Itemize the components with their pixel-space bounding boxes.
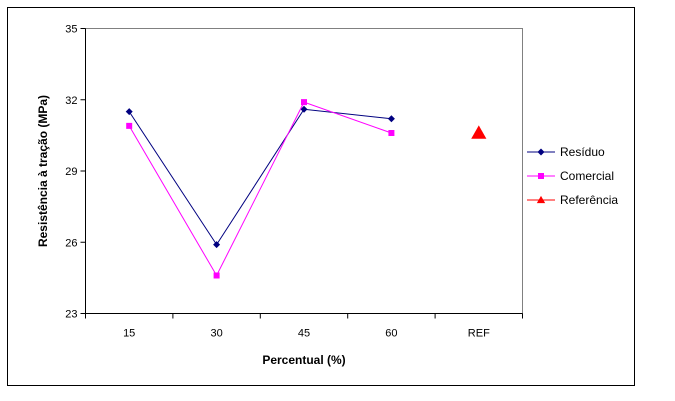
y-axis-title: Resistência à tração (MPa) <box>36 95 50 247</box>
data-point-comercial <box>388 130 395 136</box>
series-residuo <box>125 105 395 249</box>
legend-marker <box>536 195 546 204</box>
x-tick-label: 60 <box>385 328 397 340</box>
series-comercial <box>126 99 395 279</box>
data-point-residuo <box>213 241 221 249</box>
data-point-comercial <box>126 122 133 129</box>
y-tick-label: 32 <box>65 95 77 107</box>
y-tick-label: 23 <box>65 309 77 321</box>
x-tick-label: 45 <box>298 328 310 340</box>
data-point-referencia <box>471 125 487 139</box>
legend-marker <box>537 148 545 156</box>
data-point-residuo <box>125 108 133 116</box>
x-axis-title: Percentual (%) <box>262 353 345 367</box>
axes: 23 26 29 32 35 15 30 45 60 REF <box>65 24 523 340</box>
series-group <box>125 99 487 279</box>
series-line-residuo <box>128 108 392 246</box>
x-tick-label: 15 <box>123 328 135 340</box>
data-point-comercial <box>213 272 220 279</box>
x-tick-label: 30 <box>210 328 222 340</box>
legend-item-referencia: Referência <box>527 193 618 207</box>
legend-item-residuo: Resíduo <box>527 145 605 159</box>
series-referencia <box>471 125 487 139</box>
data-point-comercial <box>301 99 307 106</box>
legend-item-comercial: Comercial <box>527 169 614 183</box>
y-tick-label: 29 <box>65 166 77 178</box>
x-tick-label: REF <box>468 328 490 340</box>
data-point-residuo <box>387 115 395 123</box>
legend-label: Referência <box>560 193 618 207</box>
series-line-comercial <box>128 101 392 277</box>
y-tick-label: 26 <box>65 237 77 249</box>
legend-label: Resíduo <box>560 145 605 159</box>
legend: Resíduo Comercial Referência <box>527 145 618 207</box>
legend-label: Comercial <box>560 169 614 183</box>
legend-marker <box>538 173 544 179</box>
y-tick-label: 35 <box>65 24 77 36</box>
data-point-residuo <box>300 105 308 113</box>
chart-border <box>7 7 635 386</box>
